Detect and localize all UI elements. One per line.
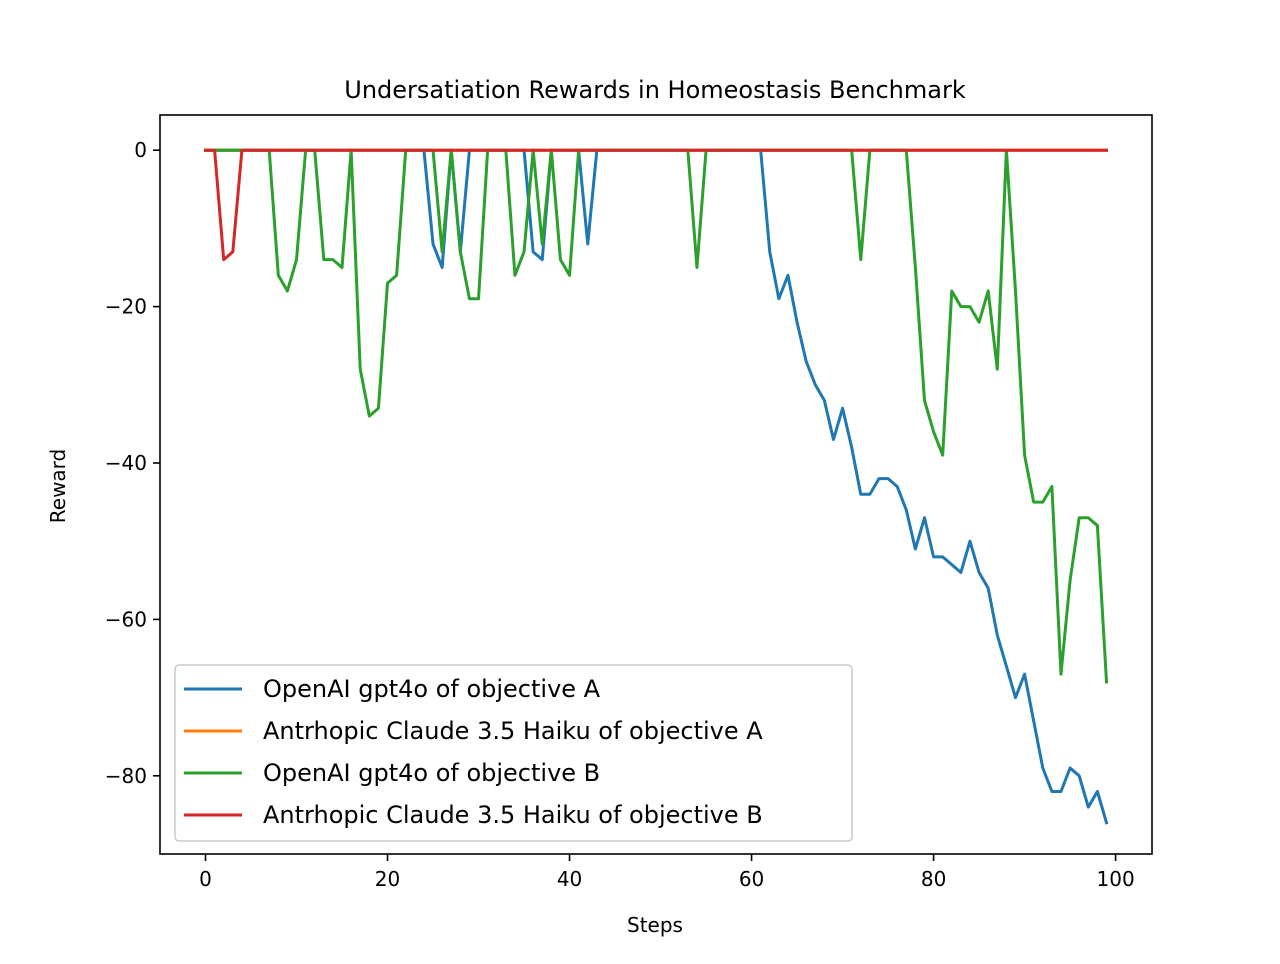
y-axis-label: Reward <box>46 449 70 523</box>
legend-label: Antrhopic Claude 3.5 Haiku of objective … <box>263 717 763 745</box>
chart-title: Undersatiation Rewards in Homeostasis Be… <box>344 76 966 104</box>
legend-entry: Antrhopic Claude 3.5 Haiku of objective … <box>184 717 763 745</box>
plot-area <box>159 114 1153 855</box>
x-tick-label: 60 <box>739 867 764 891</box>
legend-label: OpenAI gpt4o of objective A <box>263 675 601 703</box>
y-axis: 0 −20 −40 −60 −80 <box>105 138 160 788</box>
legend-label: OpenAI gpt4o of objective B <box>263 759 600 787</box>
y-tick-label: −60 <box>105 607 147 631</box>
y-tick-label: −40 <box>105 451 147 475</box>
legend-entry: Antrhopic Claude 3.5 Haiku of objective … <box>184 801 763 829</box>
y-tick-label: 0 <box>134 138 147 162</box>
x-tick-label: 20 <box>375 867 400 891</box>
x-tick-label: 80 <box>921 867 946 891</box>
x-tick-label: 0 <box>199 867 212 891</box>
y-tick-label: −80 <box>105 764 147 788</box>
legend-entry: OpenAI gpt4o of objective A <box>184 675 601 703</box>
x-axis-label: Steps <box>627 913 683 937</box>
x-axis: 0 20 40 60 80 100 <box>199 854 1135 891</box>
legend-entry: OpenAI gpt4o of objective B <box>184 759 600 787</box>
legend: OpenAI gpt4o of objective A Antrhopic Cla… <box>174 664 853 842</box>
legend-label: Antrhopic Claude 3.5 Haiku of objective … <box>263 801 763 829</box>
plot-frame <box>159 114 1153 855</box>
x-tick-label: 100 <box>1097 867 1135 891</box>
y-tick-label: −20 <box>105 295 147 319</box>
series-line-openai-gpt4o-of-objective-b <box>204 148 1109 684</box>
legend-box <box>174 664 853 842</box>
series-line-antrhopic-claude-3-5-haiku-of-objective-b <box>204 148 1108 262</box>
x-tick-label: 40 <box>557 867 582 891</box>
